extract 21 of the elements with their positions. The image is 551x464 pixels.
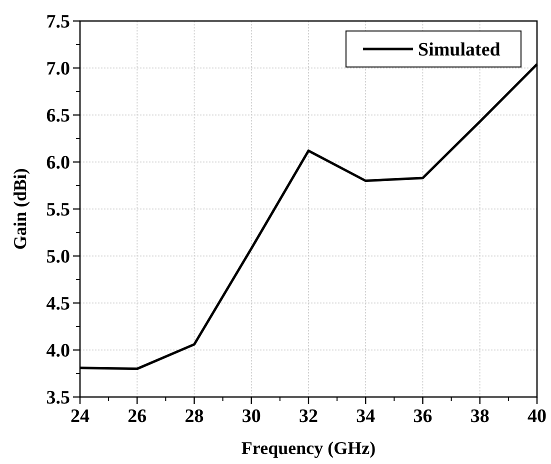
y-tick-label: 4.0 [46, 340, 70, 362]
y-tick-label: 6.5 [46, 106, 70, 127]
x-tick-label: 38 [470, 406, 490, 427]
y-tick-label: 4.5 [46, 294, 70, 315]
x-tick-label: 30 [242, 406, 261, 427]
x-tick-label: 26 [128, 406, 147, 427]
x-tick-label: 40 [528, 406, 546, 427]
y-tick-label: 5.0 [46, 246, 70, 268]
x-tick-label: 24 [70, 406, 90, 427]
x-tick-label: 28 [184, 406, 204, 427]
y-tick-label: 3.5 [46, 388, 70, 409]
y-tick-label: 7.0 [46, 58, 70, 80]
x-tick-label: 32 [299, 406, 318, 427]
x-tick-label: 34 [356, 406, 376, 427]
x-axis-title: Frequency (GHz) [241, 438, 376, 458]
y-tick-label: 6.0 [46, 152, 70, 174]
x-tick-label: 36 [413, 406, 432, 427]
legend-label: Simulated [418, 40, 501, 61]
y-tick-label: 7.5 [46, 12, 70, 33]
y-axis-title: Gain (dBi) [10, 168, 30, 250]
y-tick-label: 5.5 [46, 200, 70, 221]
